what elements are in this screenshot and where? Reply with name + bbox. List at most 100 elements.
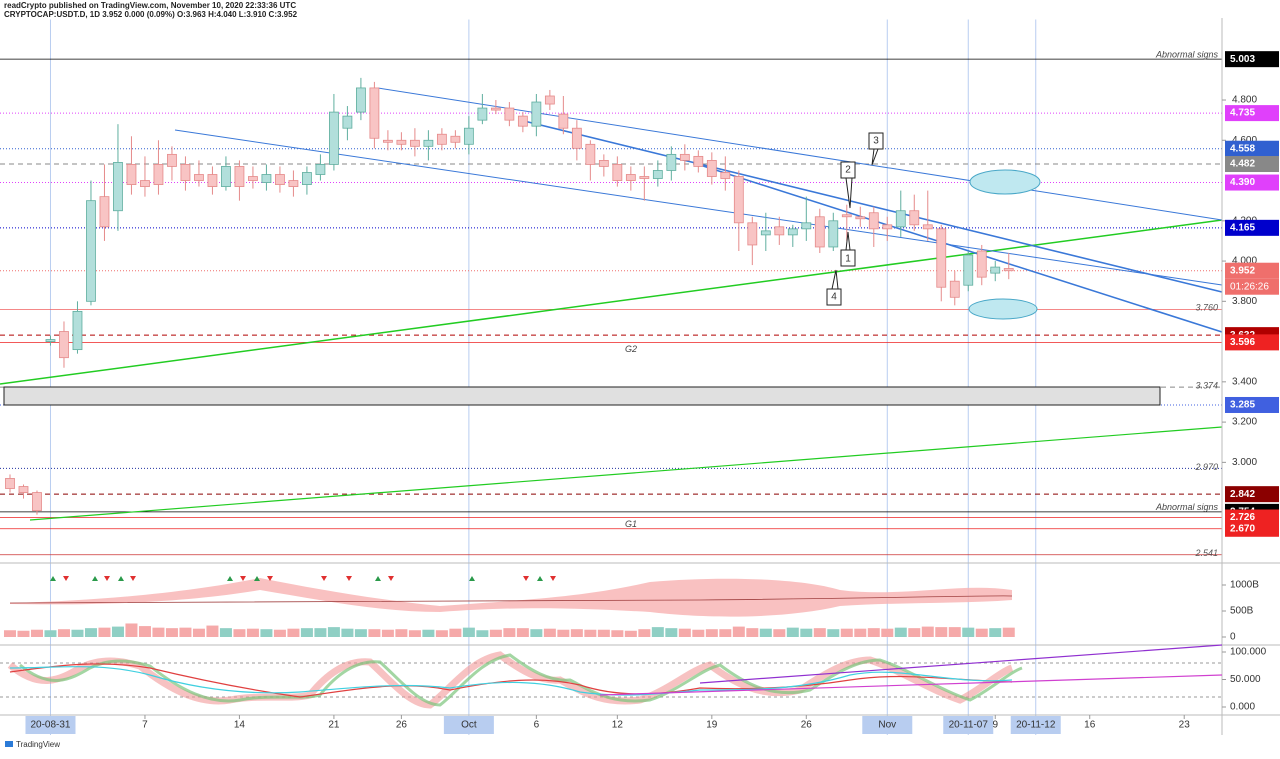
volume-bar	[314, 628, 327, 637]
candle-body	[801, 222, 812, 230]
candle-body	[544, 95, 555, 105]
x-tick-label: 19	[706, 720, 718, 731]
candle-body	[909, 210, 920, 226]
volume-bar	[840, 628, 853, 637]
logo	[5, 741, 13, 747]
volume-bar	[773, 629, 786, 637]
y-tick-label: 3.400	[1232, 376, 1257, 387]
price-level-label: 2.970	[1194, 462, 1218, 472]
volume-bar	[327, 627, 340, 637]
price-badge	[1225, 51, 1279, 68]
price-badge	[1225, 140, 1279, 157]
volume-bars	[3, 623, 1015, 637]
drawings	[0, 87, 1223, 521]
volume-bar	[827, 629, 840, 637]
osc-cloud	[7, 651, 1014, 709]
y-tick-label: 3.200	[1232, 417, 1257, 428]
level-note: Abnormal signs	[1155, 50, 1219, 60]
candle-body	[855, 216, 866, 220]
candle-body	[315, 164, 326, 175]
volume-bar	[462, 627, 475, 637]
candle-body	[59, 331, 69, 359]
callout-box	[826, 269, 842, 306]
callout-box	[840, 231, 856, 267]
volume-bar	[570, 629, 583, 637]
candle-body	[868, 212, 879, 230]
volume-bar	[530, 629, 543, 637]
candle-body	[760, 230, 771, 236]
volume-bar	[408, 630, 421, 637]
volume-bar	[125, 623, 138, 637]
candle-body	[706, 160, 717, 177]
price-badge-label: 2.726	[1230, 512, 1255, 523]
x-tick-label: 26	[801, 720, 813, 731]
volume-bar	[71, 629, 84, 637]
trendline	[174, 129, 1223, 286]
x-tick-label: 6	[534, 720, 540, 731]
candle-body	[423, 139, 434, 147]
candle-body	[490, 107, 501, 111]
volume-bar	[935, 627, 948, 637]
footer-brand: TradingView	[16, 740, 60, 749]
candles	[5, 77, 1014, 515]
volume-bar	[921, 626, 934, 637]
volume-bar	[246, 628, 259, 637]
x-tick-label: 20-11-07	[949, 720, 989, 731]
candle-body	[329, 111, 339, 165]
volume-bar	[489, 629, 502, 637]
x-tick-label: 16	[1084, 720, 1096, 731]
price-level-label: 3.760	[1195, 303, 1218, 313]
volume-tick-label: 1000B	[1230, 580, 1259, 591]
volume-bar	[543, 628, 556, 637]
volume-bar	[678, 628, 691, 637]
price-level-label: 2.541	[1194, 548, 1218, 558]
volume-bar	[435, 630, 448, 637]
price-badge	[1225, 219, 1279, 236]
candle-body	[693, 155, 704, 167]
volume-bar	[719, 629, 732, 637]
candle-body	[787, 228, 798, 236]
candle-body	[248, 176, 258, 181]
volume-bar	[206, 625, 219, 637]
volume-bar	[192, 628, 205, 637]
candle-body	[450, 135, 461, 143]
candle-body	[463, 127, 474, 145]
volume-bar	[17, 630, 30, 637]
volume-bar	[287, 628, 300, 637]
price-badge-label: 4.558	[1230, 143, 1255, 154]
price-badge-label: 4.482	[1230, 159, 1255, 170]
volume-bar	[368, 629, 381, 637]
volume-bar	[557, 629, 570, 637]
volume-bar	[854, 628, 867, 637]
price-badge	[1225, 174, 1279, 191]
volume-bar	[422, 629, 435, 637]
volume-bar	[624, 630, 637, 637]
candle-body	[126, 164, 137, 185]
y-tick-label: 4.000	[1232, 256, 1257, 267]
callout-label: 3	[873, 136, 879, 147]
volume-bar	[516, 628, 529, 637]
candle-body	[342, 115, 353, 129]
volume-bar	[381, 629, 394, 637]
candle-body	[18, 486, 29, 493]
volume-bar	[503, 628, 516, 637]
candle-body	[369, 87, 380, 139]
volume-bar	[705, 629, 718, 637]
price-badge-label: 4.735	[1230, 108, 1255, 119]
volume-bar	[219, 628, 232, 637]
callout-box	[868, 132, 884, 166]
candle-body	[774, 226, 785, 236]
level-note: G1	[625, 519, 637, 529]
candle-body	[720, 172, 731, 179]
candle-body	[558, 113, 569, 129]
y-tick-label: 3.000	[1232, 457, 1257, 468]
callout-label: 2	[845, 165, 851, 176]
candle-body	[639, 176, 650, 179]
trendline	[699, 164, 1223, 333]
zone-box	[3, 386, 1161, 406]
x-tick-label: 9	[992, 720, 998, 731]
volume-bar	[638, 629, 651, 637]
candle-body	[585, 143, 596, 165]
highlight-ellipse	[968, 298, 1038, 320]
